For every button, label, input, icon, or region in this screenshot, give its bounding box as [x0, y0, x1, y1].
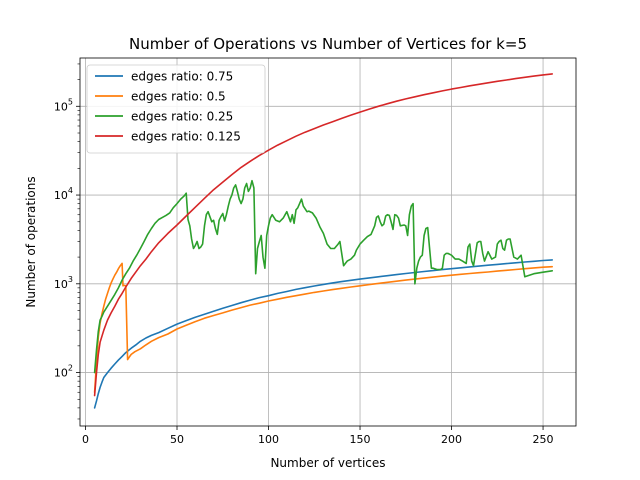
- x-tick-label: 100: [258, 433, 279, 446]
- legend-label-3: edges ratio: 0.125: [131, 130, 241, 144]
- y-tick-label: 103: [54, 275, 73, 291]
- plot-frame: [79, 57, 577, 427]
- x-tick-label: 250: [533, 433, 554, 446]
- y-tick-label: 102: [54, 364, 73, 380]
- legend-label-2: edges ratio: 0.25: [131, 110, 233, 124]
- x-axis-label: Number of vertices: [270, 456, 385, 470]
- legend-label-0: edges ratio: 0.75: [131, 70, 233, 84]
- chart-title: Number of Operations vs Number of Vertic…: [129, 35, 527, 53]
- x-tick-label: 50: [170, 433, 184, 446]
- x-tick-label: 0: [82, 433, 89, 446]
- y-axis-label: Number of operations: [24, 176, 38, 307]
- x-tick-label: 200: [441, 433, 462, 446]
- y-tick-label: 105: [54, 97, 73, 113]
- series-line-1: [93, 262, 553, 394]
- series-lines: [93, 73, 553, 409]
- series-line-3: [93, 73, 553, 397]
- series-line-0: [93, 259, 553, 409]
- x-tick-label: 150: [350, 433, 371, 446]
- legend-box: [86, 64, 266, 154]
- axis-ticks: 0 50 100 150 200 250 102 103 104 105: [54, 63, 554, 446]
- y-tick-label: 104: [54, 186, 73, 202]
- grid: [80, 58, 576, 426]
- legend-label-1: edges ratio: 0.5: [131, 90, 226, 104]
- legend: edges ratio: 0.75 edges ratio: 0.5 edges r…: [86, 64, 266, 154]
- series-line-2: [93, 179, 553, 374]
